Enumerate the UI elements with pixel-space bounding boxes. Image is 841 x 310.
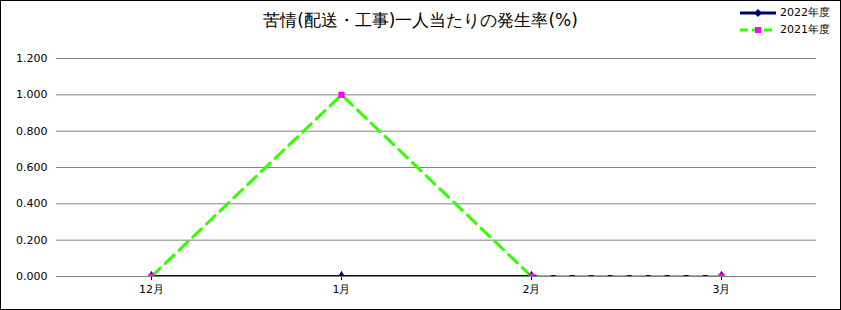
- svg-text:12月: 12月: [139, 283, 164, 296]
- svg-text:1.200: 1.200: [16, 52, 48, 65]
- svg-text:0.200: 0.200: [16, 234, 48, 247]
- svg-text:0.600: 0.600: [16, 161, 48, 174]
- svg-text:3月: 3月: [713, 283, 731, 296]
- svg-text:1月: 1月: [333, 283, 351, 296]
- html-text:2022年度: 2022年度: [780, 6, 830, 19]
- html-text:苦情(配送・工事)一人当たりの発生率(%): 苦情(配送・工事)一人当たりの発生率(%): [263, 10, 578, 30]
- svg-text:2月: 2月: [523, 283, 541, 296]
- svg-text:1.000: 1.000: [16, 88, 48, 101]
- svg-text:0.800: 0.800: [16, 125, 48, 138]
- svg-text:0.400: 0.400: [16, 197, 48, 210]
- html-text:2021年度: 2021年度: [780, 23, 830, 36]
- svg-text:0.000: 0.000: [16, 270, 48, 283]
